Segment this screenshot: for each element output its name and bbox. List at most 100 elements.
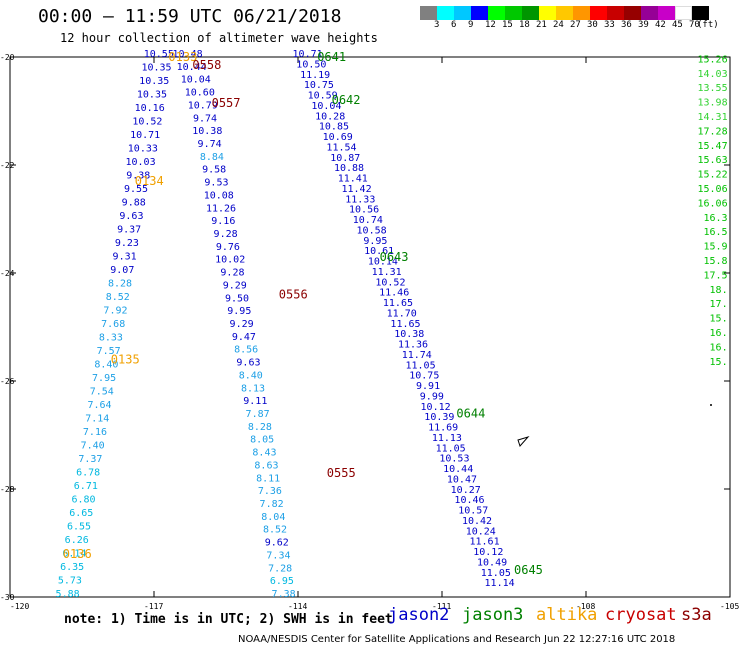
colorbar-swatch	[590, 6, 607, 20]
wave-height-value: 10.04	[311, 101, 341, 112]
lat-tick-label: -28	[0, 485, 15, 494]
wave-height-value: 9.63	[236, 358, 260, 369]
wave-height-value: 17.	[710, 299, 728, 310]
colorbar-label: 27	[570, 20, 581, 30]
pass-label: 0641	[317, 50, 346, 64]
wave-height-value: 7.38	[272, 589, 296, 600]
wave-height-value: 9.95	[227, 306, 251, 317]
wave-height-value: 8.28	[248, 422, 272, 433]
pass-label: 0135	[111, 352, 140, 366]
lat-tick-label: -22	[0, 161, 15, 170]
wave-height-value: 11.36	[398, 340, 428, 351]
wave-height-value: 15.06	[697, 184, 727, 195]
pass-label: 0133	[168, 50, 197, 64]
colorbar-label: (ft)	[697, 20, 719, 30]
wave-height-value: 10.16	[135, 103, 165, 114]
wave-height-value: 11.26	[206, 203, 236, 214]
wave-height-value: 10.56	[349, 205, 379, 216]
pass-label: 0645	[514, 563, 543, 577]
wave-height-value: 8.52	[263, 525, 287, 536]
wave-height-value: 10.12	[473, 547, 503, 558]
colorbar-label: 24	[553, 20, 564, 30]
wave-height-value: 10.85	[319, 122, 349, 133]
wave-height-value: 5.73	[58, 576, 82, 587]
wave-height-value: 8.52	[106, 292, 130, 303]
colorbar-label: 12	[485, 20, 496, 30]
wave-height-value: 7.37	[78, 454, 102, 465]
wave-height-value: 11.65	[383, 298, 413, 309]
track-t1: 10.55 10.35 10.35 10.35 10.16 10.52 10.71 10.33…	[56, 49, 174, 600]
wave-height-value: 9.28	[214, 229, 238, 240]
wave-height-value: 15.9	[704, 242, 728, 253]
wave-height-value: 10.35	[141, 63, 171, 74]
wave-height-value: 10.38	[394, 329, 424, 340]
wave-height-value: 9.23	[115, 238, 139, 249]
wave-height-value: 8.05	[250, 435, 274, 446]
wave-height-value: 9.74	[198, 139, 222, 150]
wave-height-value: 11.54	[326, 142, 356, 153]
wave-height-value: 10.03	[126, 157, 156, 168]
wave-height-value: 9.11	[243, 396, 267, 407]
wave-height-value: 9.38	[126, 171, 150, 182]
wave-height-value: 8.33	[99, 333, 123, 344]
legend-jason2: jason2	[388, 605, 450, 625]
wave-height-value: 10.59	[308, 91, 338, 102]
wave-height-value: 9.37	[117, 225, 141, 236]
wave-height-value: 10.75	[304, 80, 334, 91]
wave-height-value: 17.5	[704, 270, 728, 281]
wave-height-value: 10.28	[315, 111, 345, 122]
wave-height-value: 7.28	[268, 563, 292, 574]
colorbar-swatch	[522, 6, 539, 20]
footer-credit: NOAA/NESDIS Center for Satellite Applica…	[238, 634, 676, 645]
wave-height-value: 16.06	[697, 198, 727, 209]
colorbar-label: 36	[621, 20, 632, 30]
wave-height-value: 10.33	[128, 144, 158, 155]
colorbar-label: 18	[519, 20, 530, 30]
pass-label: 0642	[332, 93, 361, 107]
wave-height-value: 11.13	[432, 433, 462, 444]
wave-height-value: 9.63	[119, 211, 143, 222]
wave-height-value: 10.02	[215, 255, 245, 266]
wave-height-value: 8.04	[261, 512, 285, 523]
wave-height-value: 11.42	[341, 184, 371, 195]
wave-height-value: 9.55	[124, 184, 148, 195]
colorbar-swatch	[420, 6, 437, 20]
colorbar-swatch	[607, 6, 624, 20]
wave-height-value: 10.79	[188, 100, 218, 111]
wave-height-value: 11.46	[379, 288, 409, 299]
wave-height-value: 8.84	[200, 152, 224, 163]
wave-height-value: 9.91	[416, 381, 440, 392]
legend-altika: altika	[536, 605, 598, 625]
lat-tick-label: -26	[0, 377, 15, 386]
colorbar-label: 30	[587, 20, 598, 30]
wave-height-value: 6.26	[65, 535, 89, 546]
map-frame	[9, 56, 731, 598]
wave-height-value: 10.55	[144, 49, 174, 60]
track-t3: 10.7110.5011.1910.7510.5910.0410.2810.85…	[293, 49, 515, 589]
wave-height-value: 9.31	[113, 252, 137, 263]
legend-jason3: jason3	[462, 605, 524, 625]
wave-height-value: 10.48	[173, 49, 203, 60]
wave-height-value: 9.50	[225, 293, 249, 304]
pass-label: 0644	[456, 406, 485, 420]
wave-height-value: 10.88	[334, 163, 364, 174]
cursor-arrow-icon	[517, 436, 530, 447]
wave-height-value: 14.31	[697, 112, 727, 123]
colorbar-label: 21	[536, 20, 547, 30]
wave-height-value: 5.88	[56, 589, 80, 600]
colorbar-label: 39	[638, 20, 649, 30]
colorbar-label: 42	[655, 20, 666, 30]
wave-height-value: 6.55	[67, 522, 91, 533]
colorbar-swatch	[658, 6, 675, 20]
lat-tick-label: -24	[0, 269, 15, 278]
wave-height-value: 10.47	[447, 474, 477, 485]
wave-height-value: 15.63	[697, 155, 727, 166]
wave-height-value: 10.71	[130, 130, 160, 141]
wave-height-value: 9.29	[230, 319, 254, 330]
wave-height-value: 8.28	[108, 279, 132, 290]
wave-height-value: 13.55	[697, 83, 727, 94]
wave-height-value: 10.75	[409, 371, 439, 382]
wave-height-value: 9.88	[122, 198, 146, 209]
wave-height-value: 11.05	[481, 568, 511, 579]
legend-cryosat: cryosat	[605, 605, 677, 625]
